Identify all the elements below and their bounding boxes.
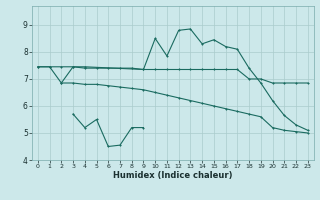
X-axis label: Humidex (Indice chaleur): Humidex (Indice chaleur) xyxy=(113,171,233,180)
